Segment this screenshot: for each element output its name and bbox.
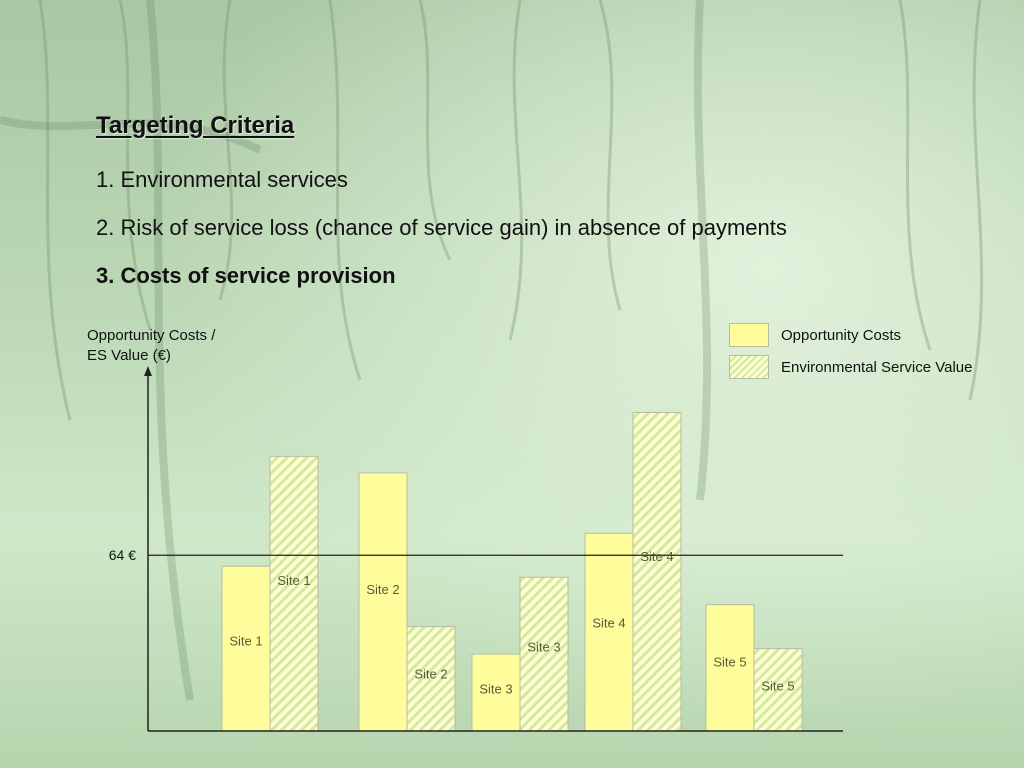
bar-es-value-site-5 xyxy=(753,648,803,732)
bar-label-opportunity-costs-site-2: Site 2 xyxy=(366,582,399,597)
legend-label-es-value: Environmental Service Value xyxy=(781,358,973,376)
y-axis-arrow-icon xyxy=(144,366,152,376)
bar-es-value-site-3 xyxy=(519,576,569,732)
criterion-3: 3. Costs of service provision xyxy=(96,263,396,288)
bar-es-value-site-1 xyxy=(269,455,319,732)
bar-opportunity-costs-site-1 xyxy=(221,565,271,732)
y-axis-label: Opportunity Costs / ES Value (€) xyxy=(87,326,215,366)
legend-swatch-opportunity-costs xyxy=(729,323,769,347)
criteria-list: 1. Environmental services 2. Risk of ser… xyxy=(96,166,787,310)
bar-es-value-site-2 xyxy=(406,626,456,732)
slide-title: Targeting Criteria xyxy=(96,112,295,139)
reference-line-label: 64 € xyxy=(109,547,136,563)
legend-item-opportunity-costs: Opportunity Costs xyxy=(729,319,972,351)
bar-es-value-site-4 xyxy=(632,411,682,732)
bar-label-opportunity-costs-site-5: Site 5 xyxy=(713,655,746,670)
legend-item-es-value: Environmental Service Value xyxy=(729,351,972,383)
bar-label-opportunity-costs-site-4: Site 4 xyxy=(592,615,625,630)
bar-label-es-value-site-4: Site 4 xyxy=(640,549,673,564)
y-axis-label-line-2: ES Value (€) xyxy=(87,347,171,364)
bar-opportunity-costs-site-4 xyxy=(584,532,634,732)
bar-label-es-value-site-2: Site 2 xyxy=(414,667,447,682)
criterion-2: 2. Risk of service loss (chance of servi… xyxy=(96,215,787,240)
bar-label-opportunity-costs-site-1: Site 1 xyxy=(229,633,262,648)
bar-label-opportunity-costs-site-3: Site 3 xyxy=(479,682,512,697)
y-axis-label-line-1: Opportunity Costs / xyxy=(87,327,216,344)
legend-label-opportunity-costs: Opportunity Costs xyxy=(781,326,902,344)
bar-label-es-value-site-5: Site 5 xyxy=(761,679,794,694)
chart-legend: Opportunity Costs Environmental Service … xyxy=(729,319,972,383)
bar-label-es-value-site-1: Site 1 xyxy=(277,573,310,588)
legend-swatch-es-value xyxy=(729,355,769,379)
bar-label-es-value-site-3: Site 3 xyxy=(527,639,560,654)
bar-opportunity-costs-site-2 xyxy=(358,472,408,732)
criterion-1: 1. Environmental services xyxy=(96,167,348,192)
